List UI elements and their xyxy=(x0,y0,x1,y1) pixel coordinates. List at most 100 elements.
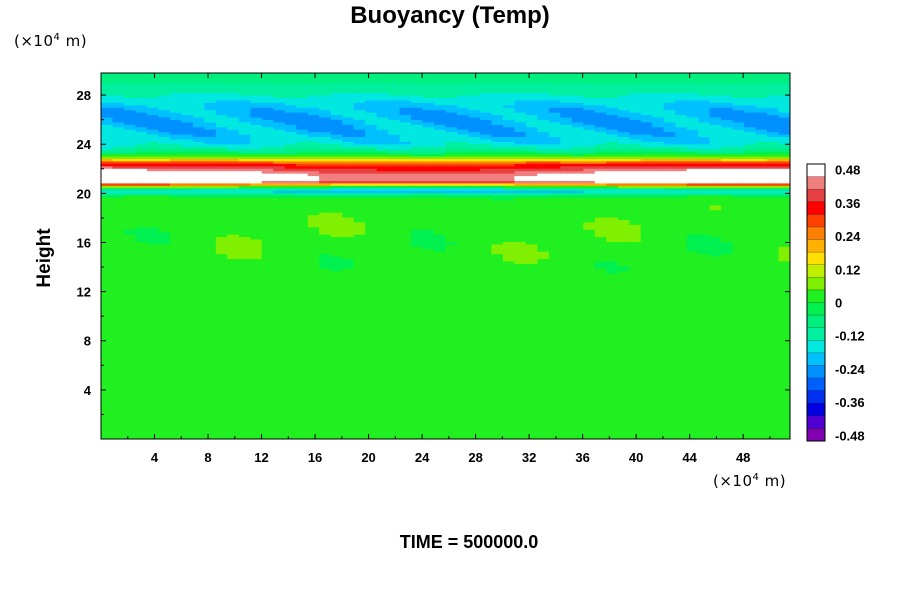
field-cell xyxy=(296,256,309,260)
field-cell xyxy=(296,336,309,340)
field-cell xyxy=(571,424,584,428)
field-cell xyxy=(663,387,676,391)
field-cell xyxy=(537,331,550,335)
field-cell xyxy=(560,399,573,403)
field-cell xyxy=(376,368,389,372)
field-cell xyxy=(319,392,332,396)
field-cell xyxy=(319,382,332,386)
field-cell xyxy=(101,295,114,299)
field-cell xyxy=(250,287,263,291)
field-cell xyxy=(686,382,699,386)
field-cell xyxy=(514,378,527,382)
field-cell xyxy=(640,241,653,245)
field-cell xyxy=(399,417,412,421)
field-cell xyxy=(250,312,263,316)
field-cell xyxy=(307,309,320,313)
field-cell xyxy=(709,246,722,250)
field-cell xyxy=(261,419,274,423)
field-cell xyxy=(112,426,125,430)
field-cell xyxy=(135,417,148,421)
field-cell xyxy=(652,348,665,352)
field-cell xyxy=(721,319,734,323)
field-cell xyxy=(675,251,688,255)
field-cell xyxy=(732,280,745,284)
field-cell xyxy=(376,370,389,374)
field-cell xyxy=(652,243,665,247)
field-cell xyxy=(767,351,780,355)
field-cell xyxy=(698,282,711,286)
field-cell xyxy=(491,317,504,321)
field-cell xyxy=(146,263,160,267)
field-cell xyxy=(617,265,630,269)
field-cell xyxy=(227,346,240,350)
field-cell xyxy=(330,256,343,260)
field-cell xyxy=(250,402,263,406)
field-cell xyxy=(709,285,722,289)
field-cell xyxy=(571,341,584,345)
field-cell xyxy=(238,241,251,245)
field-cell xyxy=(365,329,378,333)
field-cell xyxy=(158,407,171,411)
field-cell xyxy=(652,258,665,262)
field-cell xyxy=(583,287,596,291)
field-cell xyxy=(560,385,573,389)
field-cell xyxy=(273,434,286,438)
field-cell xyxy=(744,407,757,411)
field-cell xyxy=(617,382,630,386)
field-cell xyxy=(721,368,734,372)
field-cell xyxy=(284,343,297,347)
field-cell xyxy=(135,256,148,260)
field-cell xyxy=(112,336,125,340)
field-cell xyxy=(227,417,240,421)
field-cell xyxy=(537,407,550,411)
field-cell xyxy=(548,268,561,272)
field-cell xyxy=(629,307,642,311)
field-cell xyxy=(560,263,573,267)
field-cell xyxy=(101,363,114,367)
field-cell xyxy=(353,385,366,389)
field-cell xyxy=(330,378,343,382)
field-cell xyxy=(101,253,114,257)
field-cell xyxy=(721,258,734,262)
field-cell xyxy=(594,290,607,294)
field-cell xyxy=(261,387,274,391)
field-cell xyxy=(434,248,447,252)
field-cell xyxy=(204,338,217,342)
field-cell xyxy=(767,314,780,318)
field-cell xyxy=(422,246,435,250)
field-cell xyxy=(238,346,251,350)
field-cell xyxy=(284,407,297,411)
field-cell xyxy=(502,273,515,277)
field-cell xyxy=(755,329,768,333)
field-cell xyxy=(698,392,711,396)
field-cell xyxy=(123,277,137,281)
field-cell xyxy=(146,248,160,252)
field-cell xyxy=(698,236,711,240)
field-cell xyxy=(284,280,297,284)
field-cell xyxy=(238,253,251,257)
field-cell xyxy=(181,295,194,299)
field-cell xyxy=(606,417,619,421)
field-cell xyxy=(571,334,584,338)
field-cell xyxy=(388,299,401,303)
field-cell xyxy=(434,319,447,323)
field-cell xyxy=(169,341,182,345)
field-cell xyxy=(422,302,435,306)
field-cell xyxy=(123,343,137,347)
field-cell xyxy=(388,407,401,411)
field-cell xyxy=(353,436,366,439)
field-cell xyxy=(732,336,745,340)
field-cell xyxy=(468,319,481,323)
field-cell xyxy=(456,434,470,438)
field-cell xyxy=(767,285,780,289)
field-cell xyxy=(296,395,309,399)
field-cell xyxy=(479,273,493,277)
field-cell xyxy=(479,348,493,352)
field-cell xyxy=(640,387,653,391)
field-cell xyxy=(709,260,722,264)
field-cell xyxy=(422,431,435,435)
field-cell xyxy=(158,277,171,281)
field-cell xyxy=(169,268,182,272)
field-cell xyxy=(537,341,550,345)
field-cell xyxy=(112,392,125,396)
